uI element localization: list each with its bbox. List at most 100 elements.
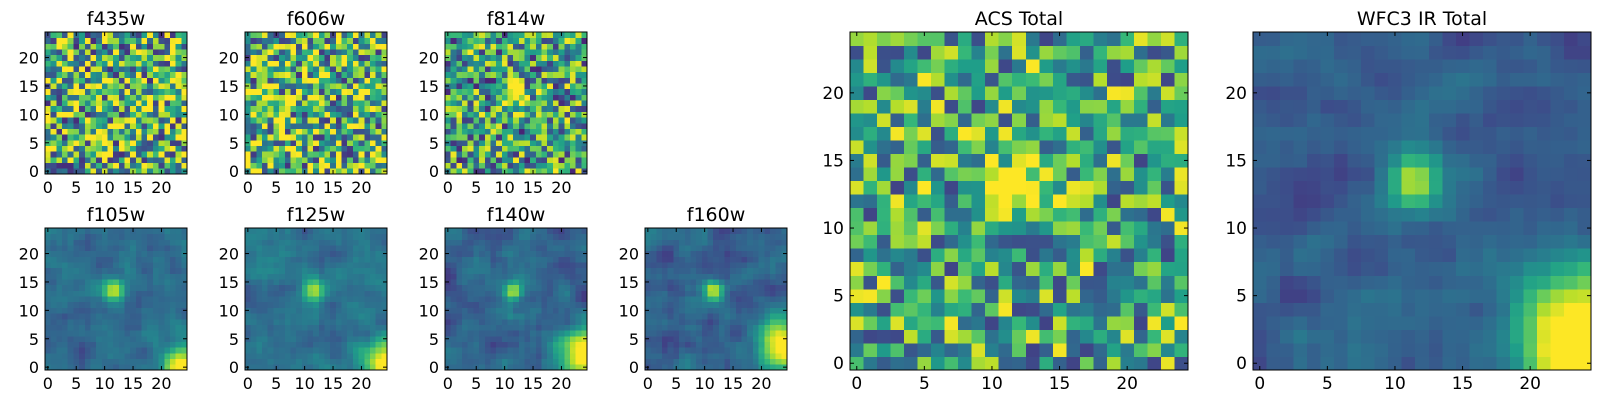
heatmap-cell (769, 273, 777, 280)
heatmap-cell (679, 335, 686, 342)
heatmap-cell (381, 358, 388, 365)
heatmap-cell (352, 100, 359, 107)
heatmap-cell (479, 267, 486, 274)
heatmap-cell (347, 122, 354, 129)
heatmap-cell (107, 313, 114, 320)
heatmap-cell (113, 88, 120, 95)
heatmap-cell (513, 262, 520, 269)
heatmap-cell (352, 307, 359, 314)
heatmap-cell (747, 358, 754, 365)
heatmap-cell (250, 43, 257, 50)
heatmap-cell (158, 77, 165, 84)
heatmap-cell (158, 66, 165, 73)
heatmap-cell (375, 117, 382, 124)
heatmap-cell (445, 256, 452, 263)
heatmap-cell (690, 358, 697, 365)
heatmap-cell (169, 284, 177, 291)
heatmap-cell (747, 250, 754, 257)
heatmap-cell (507, 330, 514, 337)
heatmap-cell (152, 94, 159, 101)
heatmap-cell (501, 358, 508, 365)
heatmap-cell (250, 324, 257, 331)
heatmap-cell (581, 151, 588, 158)
heatmap-cell (364, 256, 371, 263)
heatmap-cell (318, 105, 325, 112)
heatmap-cell (758, 335, 765, 342)
heatmap-cell (347, 318, 354, 325)
heatmap-cell (462, 77, 469, 84)
heatmap-cell (50, 117, 57, 124)
heatmap-cell (564, 352, 571, 360)
heatmap-cell (301, 88, 308, 95)
heatmap-cell (90, 245, 97, 252)
heatmap-cell (181, 117, 188, 124)
heatmap-cell (1012, 180, 1027, 195)
heatmap-cell (747, 347, 754, 354)
heatmap-cell (450, 105, 457, 112)
heatmap-cell (152, 273, 159, 280)
heatmap-cell (62, 168, 69, 175)
heatmap-cell (1079, 288, 1094, 303)
heatmap-cell (747, 290, 754, 297)
heatmap-cell (79, 341, 86, 348)
heatmap-cell (679, 330, 686, 337)
heatmap-cell (341, 71, 348, 78)
heatmap-cell (490, 279, 497, 286)
heatmap-cell (113, 60, 120, 67)
heatmap-cell (62, 358, 69, 365)
heatmap-cell (301, 43, 308, 50)
heatmap-cell (552, 111, 559, 118)
heatmap-cell (535, 279, 542, 286)
heatmap-cell (547, 279, 554, 286)
heatmap-cell (764, 307, 771, 314)
heatmap-cell (752, 267, 759, 274)
heatmap-cell (284, 347, 291, 354)
heatmap-cell (341, 128, 348, 135)
heatmap-cell (262, 245, 269, 252)
heatmap-cell (45, 296, 52, 303)
heatmap-cell (730, 347, 737, 354)
heatmap-cell (496, 83, 503, 90)
heatmap-cell (375, 301, 382, 308)
heatmap-cell (347, 330, 354, 337)
heatmap-cell (467, 307, 474, 314)
heatmap-cell (547, 233, 554, 240)
heatmap-cell (558, 318, 565, 325)
heatmap-cell (369, 122, 377, 129)
heatmap-cell (931, 153, 946, 168)
heatmap-cell (56, 43, 63, 50)
heatmap-cell (684, 341, 691, 348)
heatmap-cell (250, 71, 257, 78)
heatmap-cell (84, 71, 91, 78)
heatmap-cell (284, 279, 291, 286)
heatmap-cell (1012, 275, 1027, 290)
heatmap-cell (347, 83, 354, 90)
heatmap-cell (347, 94, 354, 101)
heatmap-cell (273, 94, 280, 101)
heatmap-cell (575, 245, 582, 252)
heatmap-cell (456, 347, 463, 354)
heatmap-cell (662, 273, 669, 280)
heatmap-cell (467, 358, 474, 365)
heatmap-cell (890, 329, 905, 344)
heatmap-cell (279, 162, 286, 169)
heatmap-cell (552, 228, 559, 235)
heatmap-cell (118, 341, 125, 348)
heatmap-cell (175, 49, 182, 56)
heatmap-cell (1147, 248, 1162, 263)
heatmap-cell (944, 194, 959, 209)
heatmap-cell (535, 151, 542, 158)
heatmap-cell (513, 43, 520, 50)
heatmap-cell (547, 307, 554, 314)
heatmap-cell (479, 88, 486, 95)
heatmap-cell (352, 151, 359, 158)
heatmap-cell (113, 111, 120, 118)
heatmap-cell (931, 248, 946, 263)
heatmap-cell (507, 54, 514, 61)
heatmap-cell (445, 239, 452, 246)
heatmap-cell (56, 364, 63, 371)
heatmap-cell (341, 256, 348, 263)
heatmap-cell (530, 324, 537, 331)
heatmap-cell (67, 273, 74, 280)
heatmap-cell (479, 43, 486, 50)
